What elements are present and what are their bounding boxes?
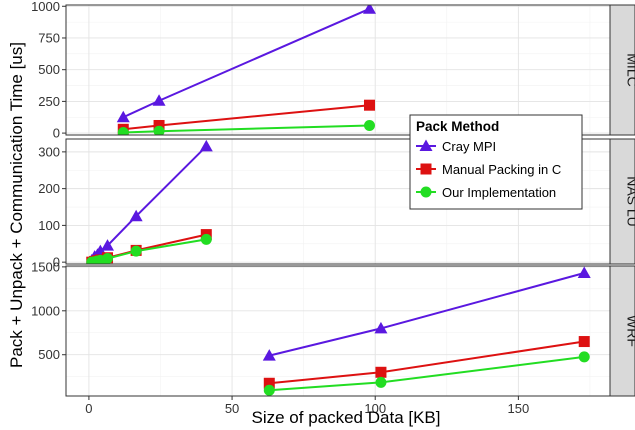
facet-strip [609,4,635,136]
data-point-cray-mpi [362,5,376,14]
y-tick-label: 200 [38,181,60,196]
data-point-manual-packing-in-c [363,99,375,111]
x-axis: 0 50 100 150 [85,396,529,416]
legend-swatch-marker [419,139,433,151]
data-point-our-implementation [375,376,387,388]
legend-box [409,114,583,210]
data-point-our-implementation [153,125,165,135]
legend: Pack Method Cray MPI Manual Packing in C Ou… [409,114,583,210]
data-point-cray-mpi [577,266,591,279]
y-tick-label: 100 [38,218,60,233]
data-point-our-implementation [117,126,129,135]
panel-wrf: 500 1000 1500 WRF [31,259,635,397]
data-point-manual-packing-in-c [375,366,387,378]
y-tick-label: 0 [53,126,60,141]
series-group [86,139,213,264]
x-tick-label: 100 [364,401,386,416]
series-group [116,5,376,135]
data-point-our-implementation [263,384,275,396]
data-point-manual-packing-in-c [578,336,590,348]
facet-label-wrf: WRF [625,315,635,347]
legend-title: Pack Method [416,119,499,134]
data-point-our-implementation [200,233,212,245]
series-group [262,266,591,396]
panel-milc: 0 250 500 750 1000 MILC [31,0,635,141]
data-point-our-implementation [363,119,375,131]
data-point-cray-mpi [116,110,130,123]
data-point-cray-mpi [262,349,276,361]
y-tick-label: 500 [38,347,60,362]
y-tick-label: 1000 [31,0,60,14]
legend-item-our-implementation: Our Implementation [416,185,556,200]
legend-label: Cray MPI [442,139,496,154]
facet-strip [609,265,635,397]
grid [66,266,610,396]
y-tick-label: 1500 [31,259,60,274]
chart-panels: 0 250 500 750 1000 MILC 0 100 200 300 NAS LU 500 100… [31,0,635,397]
legend-label: Our Implementation [442,185,556,200]
legend-swatch-marker [420,163,432,175]
y-axis-nas-lu: 0 100 200 300 [38,144,66,270]
grid [66,5,610,135]
legend-swatch-marker [420,186,432,198]
data-point-our-implementation [102,252,114,264]
data-point-manual-packing-in-c [263,377,275,389]
data-point-our-implementation [130,245,142,257]
panel-background [66,266,610,396]
facet-label-milc: MILC [625,53,635,86]
y-axis-milc: 0 250 500 750 1000 [31,0,66,141]
data-point-cray-mpi [101,239,115,251]
y-tick-label: 500 [38,62,60,77]
data-point-cray-mpi [152,94,166,106]
x-tick-label: 150 [508,401,530,416]
y-axis-label: Pack + Unpack + Communication Time [us] [7,42,26,368]
facet-label-nas-lu: NAS LU [625,176,635,227]
data-point-cray-mpi [199,139,213,152]
legend-item-cray-mpi: Cray MPI [416,139,496,154]
x-tick-label: 0 [85,401,92,416]
data-point-cray-mpi [129,209,143,222]
y-tick-label: 250 [38,94,60,109]
y-tick-label: 1000 [31,303,60,318]
y-tick-label: 300 [38,144,60,159]
y-tick-label: 0 [53,255,60,270]
facet-strip [609,138,635,265]
y-tick-label: 750 [38,30,60,45]
data-point-cray-mpi [374,321,388,334]
data-point-manual-packing-in-c [153,119,165,131]
y-axis-wrf: 500 1000 1500 [31,259,66,362]
x-tick-label: 50 [225,401,239,416]
x-axis-label: Size of packed Data [KB] [252,408,441,427]
legend-label: Manual Packing in C [442,162,561,177]
legend-item-manual-packing-in-c: Manual Packing in C [416,162,561,177]
data-point-our-implementation [578,351,590,363]
